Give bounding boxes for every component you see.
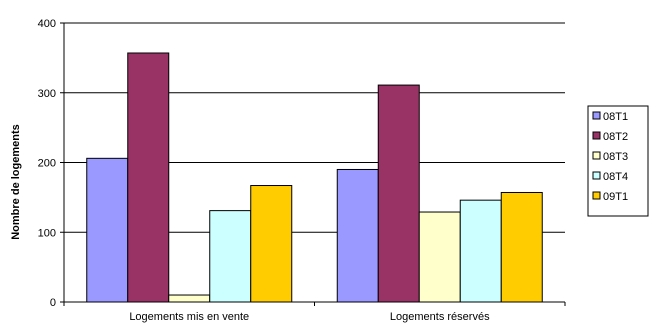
category-label: Logements réservés	[390, 311, 490, 323]
category-labels: Logements mis en vente Logements réservés	[129, 311, 490, 323]
bar-09T1-0	[250, 185, 293, 303]
y-tick-label: 0	[50, 297, 56, 309]
legend-label-08T3: 08T3	[603, 151, 628, 163]
y-axis-ticks: 0 100 200 300 400	[38, 18, 64, 309]
bar-08T3-0	[168, 294, 211, 303]
bar-08T2-0	[127, 52, 170, 303]
legend: 08T1 08T2 08T3 08T4 09T1	[587, 105, 649, 217]
bar-09T1-1	[500, 191, 543, 303]
y-axis-label: Nombre de logements	[10, 124, 22, 240]
legend-swatch-09T1	[592, 191, 601, 200]
y-tick-label: 200	[38, 158, 56, 170]
bars	[86, 52, 543, 303]
y-tick-label: 400	[38, 18, 56, 30]
y-tick-label: 100	[38, 227, 56, 239]
x-axis-ticks	[63, 302, 566, 306]
bar-08T3-1	[418, 211, 461, 303]
category-label: Logements mis en vente	[129, 311, 249, 323]
legend-swatch-08T4	[592, 171, 601, 180]
legend-swatch-08T2	[592, 131, 601, 140]
bar-08T2-1	[377, 84, 420, 303]
legend-label-08T2: 08T2	[603, 131, 628, 143]
legend-swatch-08T3	[592, 151, 601, 160]
y-tick-label: 300	[38, 88, 56, 100]
bar-08T4-1	[459, 199, 502, 303]
bar-08T1-1	[336, 168, 379, 303]
bar-08T4-0	[209, 210, 252, 303]
legend-label-08T4: 08T4	[603, 171, 628, 183]
legend-swatch-08T1	[592, 111, 601, 120]
bar-08T1-0	[86, 157, 129, 303]
legend-label-08T1: 08T1	[603, 111, 628, 123]
legend-label-09T1: 09T1	[603, 191, 628, 203]
